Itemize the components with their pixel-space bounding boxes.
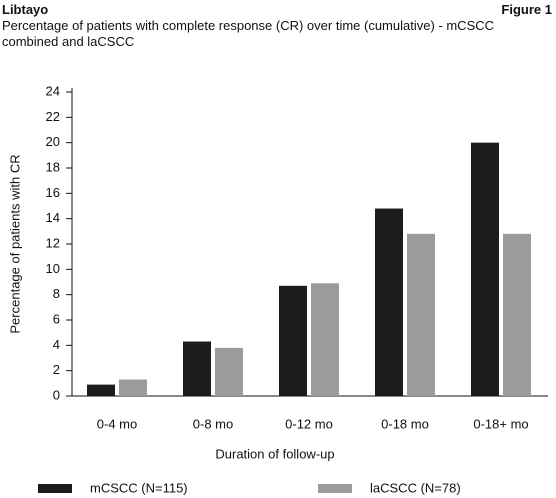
- chart-title: Libtayo: [2, 2, 49, 17]
- y-tick-label: 8: [53, 286, 60, 301]
- y-tick-label: 22: [46, 109, 60, 124]
- y-tick-label: 10: [46, 261, 60, 276]
- bar: [279, 285, 307, 396]
- bar: [407, 233, 435, 396]
- y-tick-label: 14: [46, 210, 60, 225]
- bar: [311, 283, 339, 396]
- y-tick-label: 18: [46, 159, 60, 174]
- legend-label: laCSCC (N=78): [370, 480, 461, 495]
- bar: [503, 233, 531, 396]
- x-tick-label: 0-18 mo: [381, 416, 429, 431]
- chart-subtitle: Percentage of patients with complete res…: [2, 18, 495, 49]
- bar: [471, 142, 499, 396]
- bar: [119, 379, 147, 396]
- bar: [215, 347, 243, 396]
- x-tick-label: 0-12 mo: [285, 416, 333, 431]
- bar: [87, 384, 115, 396]
- y-tick-label: 4: [53, 337, 60, 352]
- y-tick-label: 20: [46, 134, 60, 149]
- y-tick-label: 2: [53, 362, 60, 377]
- x-tick-label: 0-4 mo: [97, 416, 137, 431]
- legend-swatch: [318, 484, 352, 493]
- y-tick-label: 16: [46, 185, 60, 200]
- bar: [375, 208, 403, 396]
- legend-swatch: [38, 484, 72, 493]
- x-tick-label: 0-18+ mo: [473, 416, 528, 431]
- y-axis-label: Percentage of patients with CR: [7, 154, 22, 333]
- y-tick-label: 12: [46, 235, 60, 250]
- x-axis-label: Duration of follow-up: [215, 446, 334, 461]
- x-tick-label: 0-8 mo: [193, 416, 233, 431]
- bar: [183, 341, 211, 396]
- legend-label: mCSCC (N=115): [90, 480, 188, 495]
- figure-label: Figure 1: [501, 2, 552, 17]
- header: Libtayo Figure 1 Percentage of patients …: [2, 2, 552, 50]
- y-tick-label: 6: [53, 311, 60, 326]
- y-tick-label: 0: [53, 387, 60, 402]
- y-tick-label: 24: [46, 83, 60, 98]
